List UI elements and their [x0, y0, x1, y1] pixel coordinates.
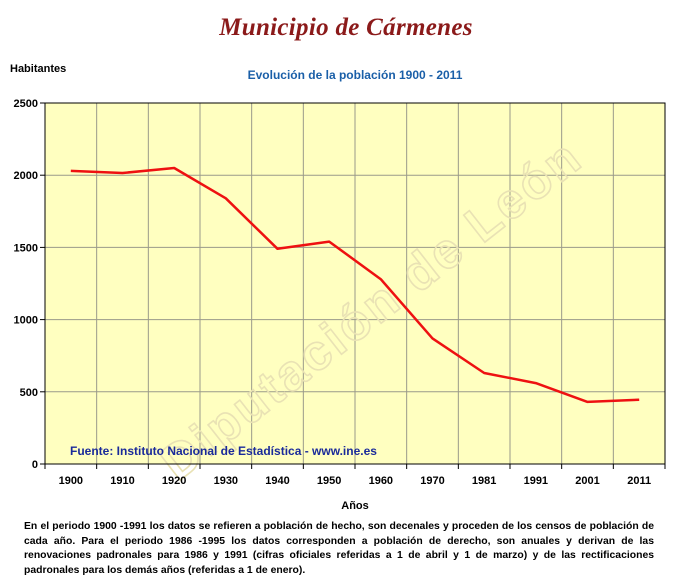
x-tick-label: 2011 [627, 475, 651, 487]
y-tick-label: 500 [20, 387, 38, 399]
footnote: En el periodo 1900 -1991 los datos se re… [24, 521, 654, 576]
y-tick-label: 1000 [14, 315, 38, 327]
y-tick-label: 2500 [14, 98, 38, 110]
x-tick-label: 1940 [265, 475, 289, 487]
x-tick-label: 1900 [59, 475, 83, 487]
y-axis-ticks: 0 500 1000 1500 2000 2500 [14, 98, 45, 471]
x-tick-label: 1950 [317, 475, 341, 487]
plot-border [44, 102, 666, 465]
y-axis-label: Habitantes [10, 63, 66, 75]
source-note: Fuente: Instituto Nacional de Estadístic… [70, 444, 377, 458]
x-axis-label: Años [341, 500, 369, 512]
x-tick-label: 2001 [575, 475, 599, 487]
gridlines [45, 103, 665, 464]
x-tick-label: 1981 [472, 475, 496, 487]
x-tick-label: 1930 [214, 475, 238, 487]
line-chart: Diputación de León 05001000150020002500 … [10, 63, 666, 512]
y-tick-label: 1500 [14, 242, 38, 254]
page-title: Municipio de Cármenes [219, 14, 473, 41]
x-tick-label: 1991 [524, 475, 548, 487]
chart-title: Evolución de la población 1900 - 2011 [248, 68, 463, 82]
y-tick-label: 2000 [14, 170, 38, 182]
x-tick-label: 1960 [369, 475, 393, 487]
series-line [70, 166, 640, 404]
x-tick-label: 1920 [162, 475, 186, 487]
x-axis-ticks: 1900 1910 1920 1930 1940 1950 1960 1970 1981 1991… [44, 464, 666, 487]
x-tick-label: 1970 [420, 475, 444, 487]
y-tick-label: 0 [32, 459, 38, 471]
x-tick-label: 1910 [110, 475, 134, 487]
